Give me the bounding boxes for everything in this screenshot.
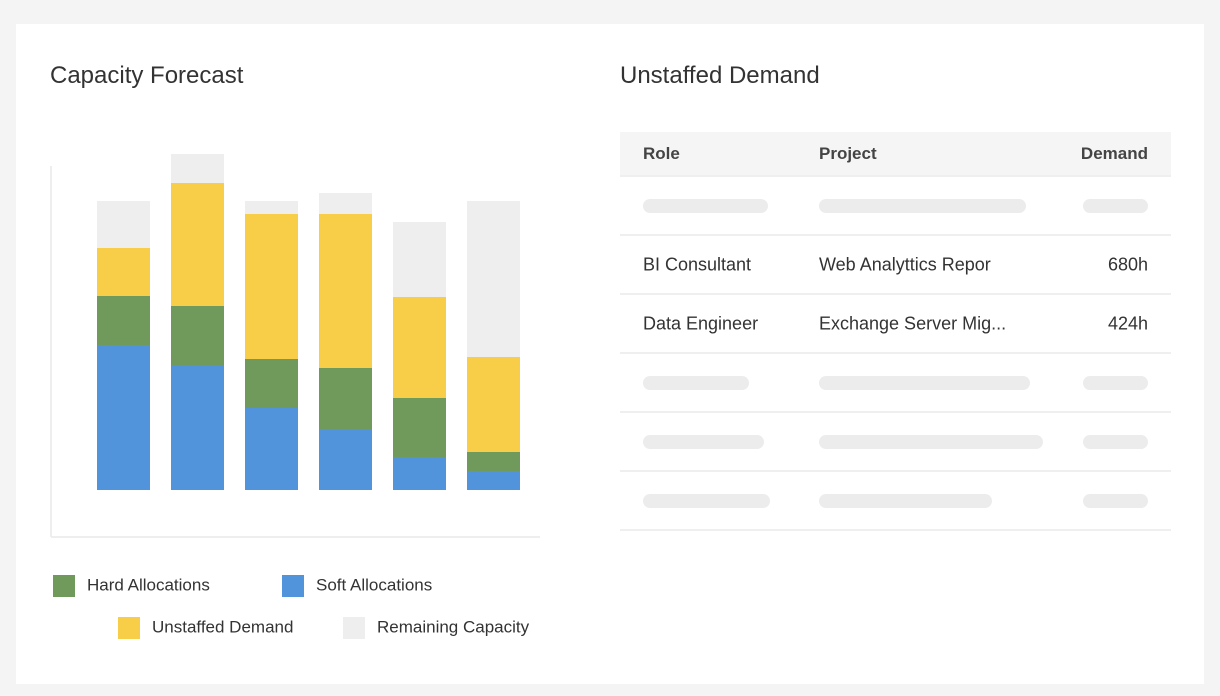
bar-segment [467, 357, 520, 452]
cell: BI Consultant [643, 254, 752, 274]
column-header: Demand [1080, 143, 1148, 163]
bar-segment [319, 193, 372, 214]
bar-segment [245, 201, 298, 214]
bar-segment [171, 154, 224, 183]
legend-swatch [282, 575, 304, 597]
skeleton [1083, 198, 1148, 213]
skeleton-row [620, 413, 1171, 472]
bar-segment [245, 214, 298, 359]
skeleton [1083, 434, 1148, 449]
legend-swatch [343, 617, 365, 639]
bar-segment [171, 183, 224, 306]
table-header: Role Project Demand [620, 132, 1171, 177]
bar-segment [319, 368, 372, 429]
skeleton [1083, 493, 1148, 508]
skeleton [643, 375, 749, 390]
skeleton [643, 493, 770, 508]
legend-label: Unstaffed Demand [152, 617, 293, 636]
bar-segment [393, 457, 446, 490]
legend-label: Remaining Capacity [377, 617, 530, 636]
skeleton-row [620, 472, 1171, 531]
column-header: Role [643, 143, 680, 163]
bar-segment [393, 222, 446, 297]
bar-segment [393, 398, 446, 457]
bar-segment [97, 345, 150, 490]
skeleton [643, 434, 764, 449]
skeleton [1083, 375, 1148, 390]
skeleton [819, 434, 1043, 449]
table: Role Project Demand BI Consultant Web An… [620, 132, 1171, 531]
bar-segment [171, 306, 224, 365]
legend-label: Hard Allocations [87, 575, 210, 594]
skeleton-row [620, 177, 1171, 236]
column-header: Project [819, 143, 877, 163]
bar-segment [393, 297, 446, 398]
bar-segment [467, 201, 520, 357]
skeleton [819, 493, 992, 508]
cell: 424h [1107, 313, 1148, 333]
bar-segment [97, 248, 150, 296]
bar-segment [467, 471, 520, 490]
chart-title: Capacity Forecast [50, 62, 244, 89]
cell: Web Analyttics Repor [819, 254, 991, 274]
skeleton [819, 375, 1030, 390]
bar-segment [171, 365, 224, 490]
bar-segment [97, 296, 150, 345]
chart: Hard Allocations Soft Allocations Unstaffe… [50, 154, 540, 639]
legend-swatch [53, 575, 75, 597]
table-row: Data Engineer Exchange Server Mig... 424… [620, 295, 1171, 354]
skeleton [643, 198, 768, 213]
cell: 680h [1107, 254, 1148, 274]
legend-swatch [118, 617, 140, 639]
table-row: BI Consultant Web Analyttics Repor 680h [620, 236, 1171, 295]
bar-segment [245, 408, 298, 490]
legend-label: Soft Allocations [316, 575, 432, 594]
bar-segment [467, 452, 520, 471]
cell: Data Engineer [643, 313, 759, 333]
cell: Exchange Server Mig... [819, 313, 1007, 333]
bar-segment [319, 429, 372, 490]
bar-segment [245, 359, 298, 408]
table-title: Unstaffed Demand [620, 62, 820, 89]
bar-segment [319, 214, 372, 368]
bar-segment [97, 201, 150, 248]
skeleton [819, 198, 1026, 213]
skeleton-row [620, 354, 1171, 413]
